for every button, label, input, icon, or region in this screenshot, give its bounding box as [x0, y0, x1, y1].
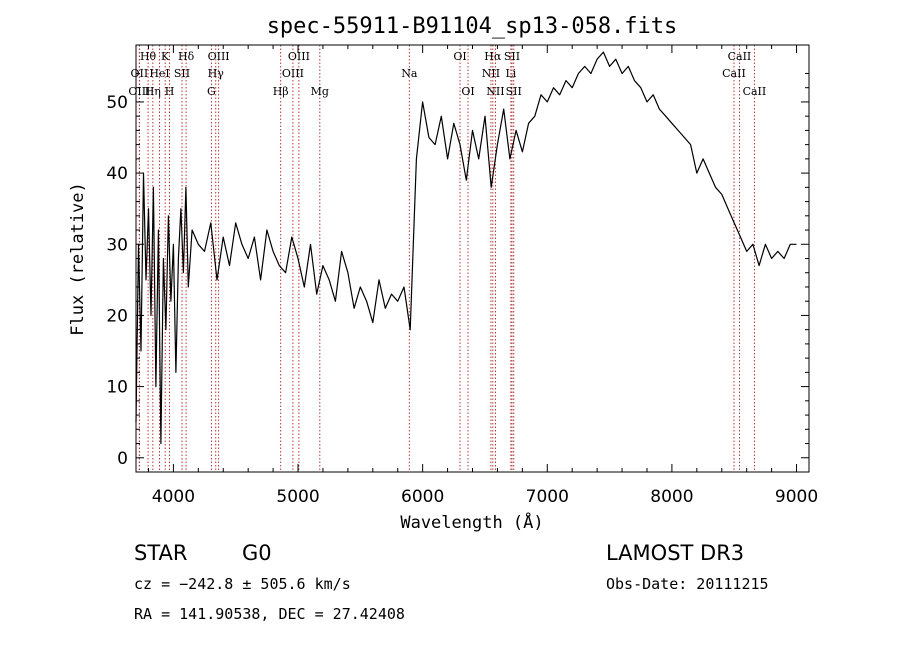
- x-axis-ticks: 4000 5000 6000 7000 8000 9000: [147, 45, 818, 507]
- redshift-velocity: cz = −242.8 ± 505.6 km/s: [134, 575, 351, 593]
- y-tick-label: 50: [106, 93, 128, 113]
- line-label: H: [165, 85, 175, 98]
- y-tick-label: 0: [117, 449, 128, 469]
- ra-dec-coordinates: RA = 141.90538, DEC = 27.42408: [134, 605, 405, 623]
- line-label: Hθ: [140, 50, 157, 63]
- line-label: OIII: [128, 85, 150, 98]
- x-tick-label: 8000: [650, 487, 693, 507]
- survey-name: LAMOST DR3: [606, 541, 744, 565]
- line-label: G: [207, 85, 216, 98]
- chart-title: spec-55911-B91104_sp13-058.fits: [267, 14, 678, 39]
- x-axis-label: Wavelength (Å): [400, 511, 543, 533]
- line-label: NII: [482, 67, 500, 80]
- emission-line-markers: [138, 45, 755, 472]
- line-label: OIII: [288, 50, 310, 63]
- x-tick-label: 9000: [775, 487, 818, 507]
- line-label: Hβ: [273, 85, 289, 98]
- y-tick-label: 40: [106, 164, 128, 184]
- x-tick-label: 4000: [152, 487, 195, 507]
- line-label: SII: [174, 67, 190, 80]
- spectrum-series-line: [135, 51, 797, 445]
- line-label: OI: [453, 50, 466, 63]
- line-label: Li: [505, 67, 516, 80]
- line-label: HeI: [149, 67, 169, 80]
- plot-frame: [135, 44, 810, 473]
- x-tick-label: 5000: [276, 487, 319, 507]
- y-tick-label: 30: [106, 235, 128, 255]
- line-label: Mg: [311, 85, 329, 98]
- line-label: OIII: [282, 67, 304, 80]
- y-axis-label: Flux (relative): [68, 182, 88, 336]
- x-tick-label: 7000: [526, 487, 569, 507]
- y-axis-ticks: 0 10 20 30 40 50: [106, 72, 809, 469]
- line-label: Hγ: [208, 67, 225, 80]
- line-label: SII: [506, 85, 522, 98]
- x-tick-label: 6000: [401, 487, 444, 507]
- y-tick-label: 20: [106, 306, 128, 326]
- line-label: OI: [461, 85, 474, 98]
- observation-date: Obs-Date: 20111215: [606, 575, 769, 593]
- line-label: OIII: [208, 50, 230, 63]
- line-label: NII: [486, 85, 504, 98]
- y-tick-label: 10: [106, 378, 128, 398]
- line-label: CaII: [743, 85, 767, 98]
- line-label: Hα: [484, 50, 502, 63]
- line-label: Hδ: [178, 50, 195, 63]
- line-label: Na: [401, 67, 418, 80]
- object-subclass: G0: [242, 541, 272, 565]
- line-label: CaII: [722, 67, 746, 80]
- line-label: Hη: [145, 85, 161, 98]
- line-label: K: [161, 50, 170, 63]
- object-class: STAR: [134, 541, 187, 565]
- line-label: SII: [504, 50, 520, 63]
- line-label: CaII: [728, 50, 752, 63]
